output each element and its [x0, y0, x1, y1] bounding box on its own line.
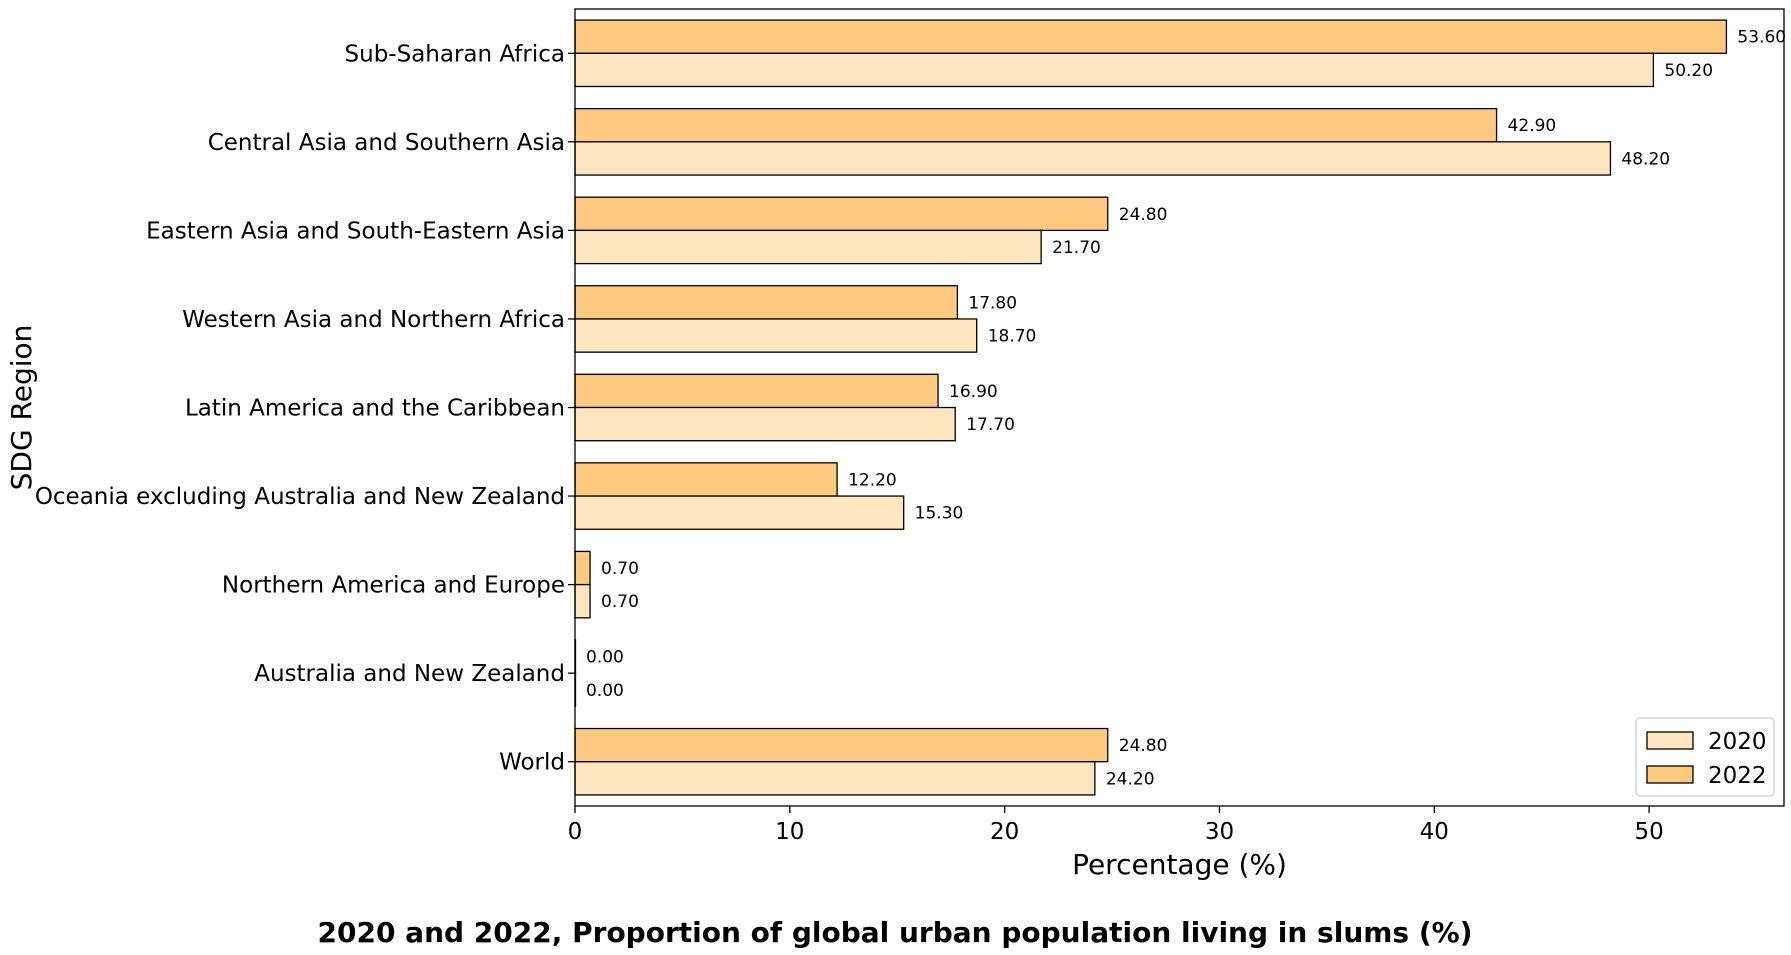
x-axis: 0 10 20 30 40 50	[568, 806, 1664, 845]
bar-2020-2	[574, 229, 1042, 265]
value-label-2020-8: 24.20	[1106, 769, 1155, 789]
category-label-4: Latin America and the Caribbean	[185, 396, 565, 422]
value-label-2022-6: 0.70	[601, 559, 639, 579]
bar-2022-3	[574, 285, 959, 320]
value-label-2022-5: 12.20	[848, 470, 897, 490]
value-label-2020-2: 21.70	[1052, 238, 1101, 258]
category-label-3: Western Asia and Northern Africa	[182, 307, 565, 333]
value-label-2022-1: 42.90	[1508, 116, 1557, 136]
legend-label-2022: 2022	[1708, 763, 1767, 789]
category-label-0: Sub-Saharan Africa	[345, 41, 565, 67]
value-label-2020-5: 15.30	[915, 504, 964, 524]
x-tick-label-2: 20	[990, 819, 1019, 845]
bar-2022-0	[574, 19, 1728, 54]
value-label-2022-8: 24.80	[1119, 736, 1168, 756]
value-label-2020-7: 0.00	[586, 681, 624, 701]
x-tick-label-4: 40	[1420, 819, 1449, 845]
legend-label-2020: 2020	[1708, 729, 1767, 755]
legend: 2020 2022	[1635, 717, 1775, 797]
bar-2020-4	[574, 406, 956, 442]
value-label-2020-0: 50.20	[1664, 61, 1713, 81]
bar-2020-3	[574, 318, 978, 353]
category-label-8: World	[499, 750, 565, 776]
bar-2020-5	[574, 495, 905, 530]
value-label-2020-3: 18.70	[988, 327, 1037, 347]
value-label-2022-3: 17.80	[968, 293, 1017, 313]
category-label-6: Northern America and Europe	[222, 573, 565, 599]
bar-2022-8	[574, 727, 1109, 763]
legend-swatch-2020	[1646, 731, 1694, 750]
value-label-2022-2: 24.80	[1119, 205, 1168, 225]
value-label-2020-1: 48.20	[1621, 149, 1670, 169]
bar-2020-0	[574, 52, 1655, 88]
value-label-2020-4: 17.70	[966, 415, 1015, 435]
chart-title: 2020 and 2022, Proportion of global urba…	[318, 916, 1473, 949]
y-axis-label: SDG Region	[5, 325, 38, 491]
legend-swatch-2022	[1646, 765, 1694, 784]
bar-2022-6	[574, 550, 591, 586]
y-axis: Sub-Saharan Africa Central Asia and South…	[35, 41, 575, 776]
bars-layer: 53.60 50.20 42.90 48.20 24.80 21.70 17.80 18.70…	[574, 19, 1786, 796]
bar-2022-2	[574, 196, 1109, 232]
value-label-2022-7: 0.00	[586, 648, 624, 668]
bar-2020-6	[574, 583, 591, 619]
bar-2022-4	[574, 373, 939, 409]
x-tick-label-0: 0	[568, 819, 583, 845]
category-label-7: Australia and New Zealand	[254, 661, 565, 687]
value-label-2022-0: 53.60	[1737, 28, 1786, 48]
category-label-5: Oceania excluding Australia and New Zeal…	[35, 484, 565, 510]
bar-2020-1	[574, 141, 1612, 176]
value-label-2020-6: 0.70	[601, 592, 639, 612]
x-tick-label-3: 30	[1205, 819, 1234, 845]
category-label-2: Eastern Asia and South-Eastern Asia	[146, 218, 565, 244]
x-tick-label-1: 10	[775, 819, 804, 845]
x-tick-label-5: 50	[1634, 819, 1663, 845]
value-label-2022-4: 16.90	[949, 382, 998, 402]
category-label-1: Central Asia and Southern Asia	[208, 130, 565, 156]
bar-2020-8	[574, 761, 1096, 796]
bar-2022-5	[574, 462, 838, 497]
bar-2022-1	[574, 107, 1498, 143]
x-axis-label: Percentage (%)	[1072, 848, 1287, 881]
